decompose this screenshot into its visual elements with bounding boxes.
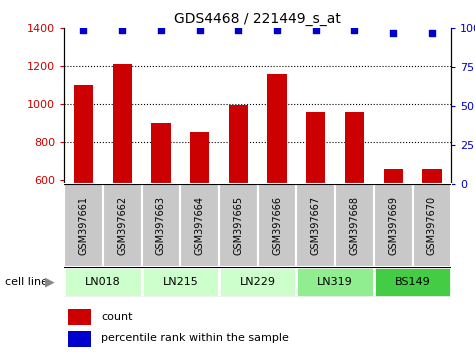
Point [157, 27, 165, 33]
Bar [374, 267, 451, 297]
Text: GSM397669: GSM397669 [388, 196, 398, 255]
Point [390, 30, 397, 36]
Text: GSM397668: GSM397668 [350, 196, 360, 255]
Text: percentile rank within the sample: percentile rank within the sample [101, 333, 289, 343]
Point [428, 30, 436, 36]
Bar [113, 64, 132, 294]
Point [80, 27, 87, 33]
Text: GSM397667: GSM397667 [311, 196, 321, 255]
Bar [345, 112, 364, 294]
Text: GSM397663: GSM397663 [156, 196, 166, 255]
Bar [142, 267, 219, 297]
Text: GSM397664: GSM397664 [195, 196, 205, 255]
Bar [296, 267, 374, 297]
Bar [180, 184, 219, 267]
Bar [267, 74, 287, 294]
Text: GSM397666: GSM397666 [272, 196, 282, 255]
Point [118, 27, 126, 33]
Bar [103, 184, 142, 267]
Bar [374, 184, 412, 267]
Point [196, 27, 203, 33]
Text: BS149: BS149 [395, 277, 430, 287]
Text: count: count [101, 312, 133, 322]
Bar [335, 184, 374, 267]
Bar [228, 105, 248, 294]
Bar [68, 331, 91, 347]
Bar [142, 184, 180, 267]
Bar [412, 184, 451, 267]
Bar [64, 184, 103, 267]
Bar [383, 169, 403, 294]
Text: GSM397665: GSM397665 [233, 196, 243, 255]
Point [235, 27, 242, 33]
Point [312, 27, 320, 33]
Bar [68, 309, 91, 325]
Bar [64, 267, 142, 297]
Title: GDS4468 / 221449_s_at: GDS4468 / 221449_s_at [174, 12, 341, 26]
Text: LN215: LN215 [162, 277, 198, 287]
Bar [306, 112, 325, 294]
Bar [219, 267, 296, 297]
Bar [219, 184, 257, 267]
Text: cell line: cell line [5, 277, 48, 287]
Text: ▶: ▶ [45, 276, 55, 289]
Text: LN319: LN319 [317, 277, 353, 287]
Point [273, 27, 281, 33]
Bar [190, 132, 209, 294]
Bar [151, 123, 171, 294]
Text: GSM397662: GSM397662 [117, 196, 127, 255]
Point [351, 27, 358, 33]
Text: LN018: LN018 [85, 277, 121, 287]
Bar [422, 169, 442, 294]
Text: LN229: LN229 [240, 277, 276, 287]
Bar [74, 85, 93, 294]
Text: GSM397661: GSM397661 [78, 196, 88, 255]
Bar [257, 184, 296, 267]
Text: GSM397670: GSM397670 [427, 196, 437, 255]
Bar [296, 184, 335, 267]
